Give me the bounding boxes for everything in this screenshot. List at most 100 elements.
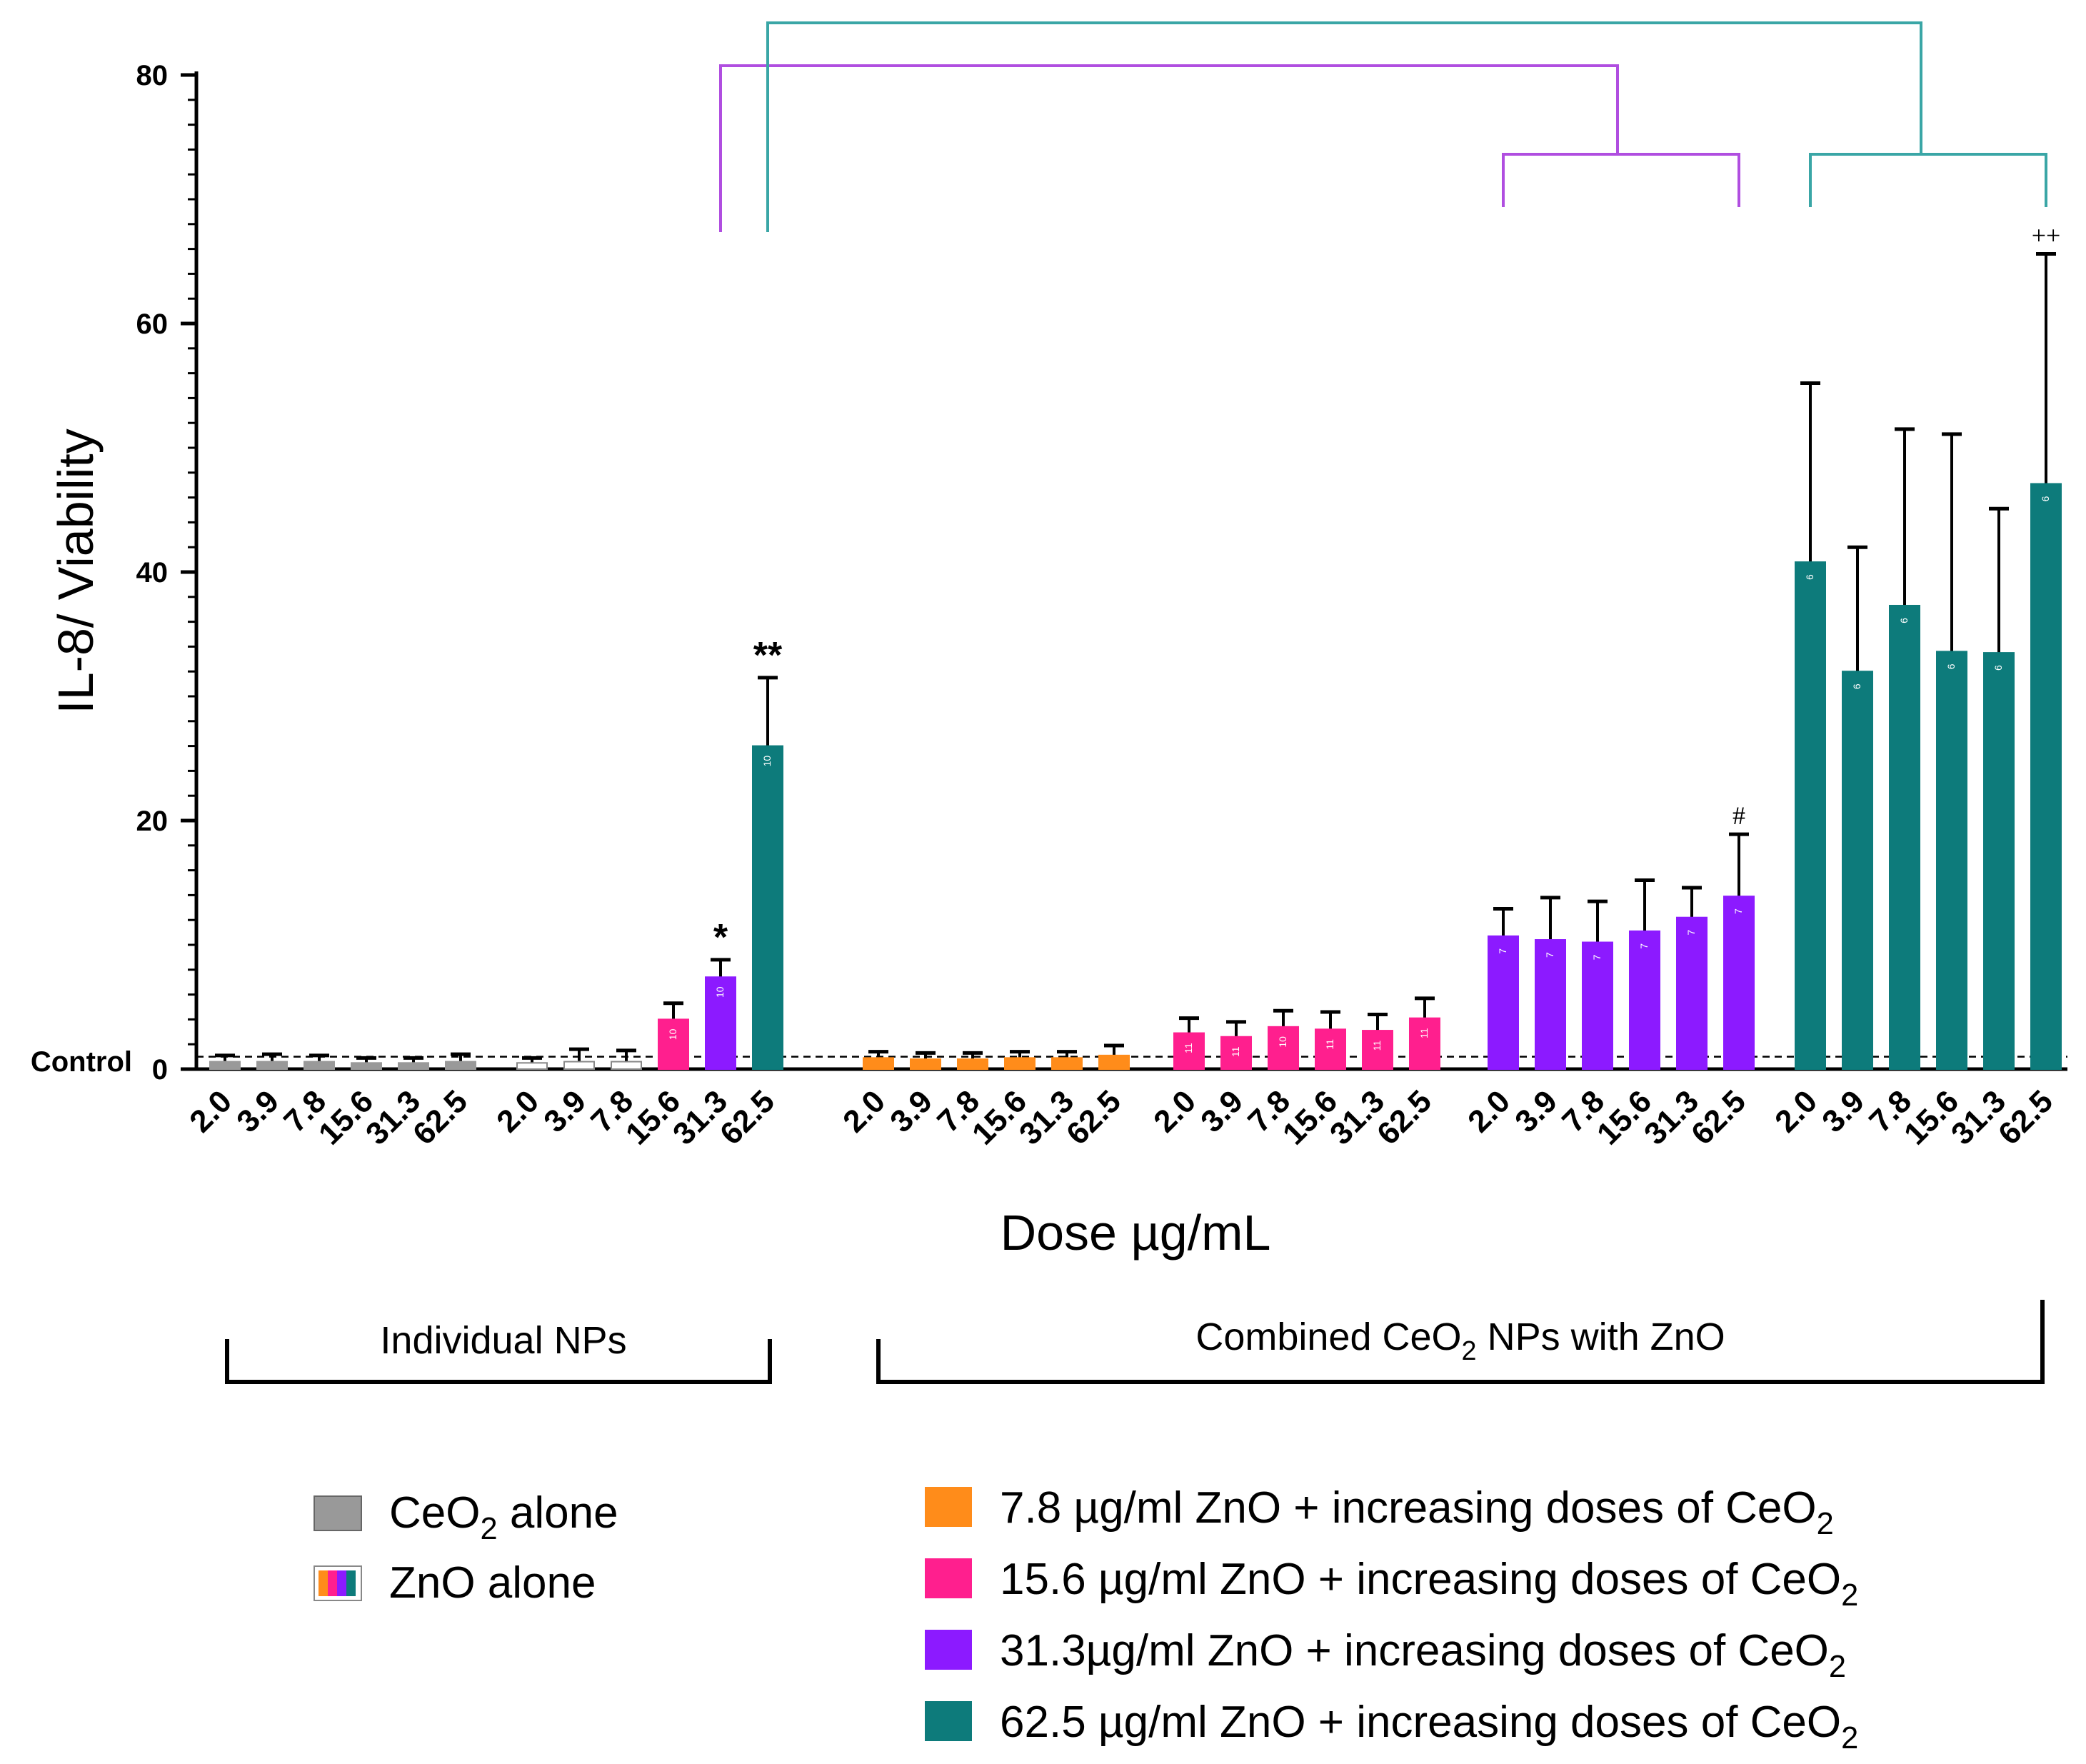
- x-tick-label: 2.0: [1461, 1083, 1517, 1139]
- x-tick-label: 3.9: [883, 1083, 939, 1139]
- significance-mark: ++: [2032, 221, 2061, 250]
- bar: [1488, 935, 1519, 1070]
- bar: [1409, 1017, 1440, 1071]
- significance-mark: #: [1733, 801, 1745, 830]
- bar: [611, 1061, 642, 1071]
- bar: [516, 1062, 548, 1071]
- y-tick-label: 20: [136, 806, 169, 837]
- bracket-label-combined: Combined CeO2 NPs with ZnO: [1195, 1316, 1725, 1366]
- bracket-individual-nps: [225, 1339, 772, 1384]
- bar: [1582, 941, 1613, 1071]
- legend-swatch-stripe: [328, 1570, 337, 1596]
- x-tick-label: 62.5: [1370, 1083, 1438, 1151]
- bar: [2030, 483, 2062, 1070]
- legend-swatch: [925, 1487, 972, 1527]
- x-tick-label: 62.5: [1992, 1083, 2060, 1151]
- bar: [1268, 1026, 1299, 1070]
- bar-n-label: 10: [1277, 1036, 1288, 1048]
- x-tick-label: 62.5: [713, 1083, 781, 1151]
- x-tick-label: 2.0: [183, 1083, 239, 1139]
- legend-label: 7.8 µg/ml ZnO + increasing doses of CeO2: [1000, 1483, 1834, 1541]
- bar-n-label: 11: [1418, 1028, 1430, 1038]
- bracket-combined-nps: [876, 1300, 2045, 1384]
- bar: [957, 1058, 988, 1070]
- y-tick-label: 0: [152, 1054, 168, 1086]
- bar-n-label: 7: [1497, 948, 1508, 954]
- legend-label: ZnO alone: [389, 1558, 596, 1608]
- legend-swatch: [925, 1630, 972, 1670]
- bar: [1220, 1036, 1252, 1071]
- y-tick-label: 80: [136, 60, 169, 91]
- legend-swatch: [925, 1701, 972, 1741]
- legend-swatch-ceo2: [314, 1495, 362, 1531]
- bar: [351, 1062, 382, 1071]
- x-tick-label: 3.9: [1194, 1083, 1250, 1139]
- bar: [1315, 1028, 1346, 1070]
- bar: [1004, 1057, 1036, 1070]
- y-tick-label: 60: [136, 309, 169, 340]
- x-tick-label: 62.5: [406, 1083, 474, 1151]
- bar-n-label: 6: [1898, 618, 1910, 623]
- x-tick-label: 3.9: [230, 1083, 286, 1139]
- control-label: Control: [31, 1046, 132, 1078]
- legend-swatch: [925, 1558, 972, 1598]
- bar: [1889, 604, 1920, 1070]
- legend-label: 15.6 µg/ml ZnO + increasing doses of CeO…: [1000, 1555, 1858, 1613]
- x-tick-label: 3.9: [1815, 1083, 1871, 1139]
- bar: [398, 1062, 429, 1071]
- legend-label: 31.3µg/ml ZnO + increasing doses of CeO2: [1000, 1626, 1846, 1684]
- bars: 10 10 10 11 11 10 11 11 11 7 7 7 7 7 7 6 6 6 6 6 6: [209, 252, 2062, 1071]
- x-tick-label: 2.0: [1768, 1083, 1824, 1139]
- bar-n-label: 7: [1544, 952, 1555, 958]
- bar: [1535, 939, 1566, 1071]
- bar: [1723, 896, 1755, 1071]
- bar: [1676, 916, 1708, 1070]
- bar: [445, 1061, 476, 1071]
- bar: [658, 1018, 689, 1071]
- bar: [1098, 1054, 1130, 1070]
- bar: [1173, 1032, 1205, 1071]
- x-tick-label: 3.9: [1508, 1083, 1564, 1139]
- bar-n-label: 6: [1804, 574, 1815, 580]
- bar: [1629, 930, 1660, 1070]
- bar-n-label: 11: [1230, 1046, 1241, 1057]
- significance-mark: **: [753, 635, 783, 676]
- bar: [1983, 652, 2015, 1070]
- bar: [705, 976, 736, 1070]
- comparison-bracket-teal-top: [766, 21, 1922, 232]
- x-tick-label: 2.0: [836, 1083, 892, 1139]
- bar: [1362, 1030, 1393, 1071]
- x-tick-label: 2.0: [490, 1083, 546, 1139]
- bar: [209, 1061, 241, 1071]
- x-tick-label: 62.5: [1685, 1083, 1752, 1151]
- bar-n-label: 11: [1183, 1043, 1194, 1053]
- bar-n-label: 10: [667, 1028, 678, 1040]
- bar: [752, 745, 783, 1070]
- x-tick-label: 62.5: [1060, 1083, 1128, 1151]
- legend-label: 62.5 µg/ml ZnO + increasing doses of CeO…: [1000, 1698, 1858, 1755]
- bar: [910, 1058, 941, 1070]
- comparison-brackets: [719, 21, 2047, 232]
- y-tick-label: 40: [136, 557, 169, 588]
- bar-n-label: 7: [1591, 954, 1603, 960]
- y-axis-title: IL-8/ Viability: [48, 429, 104, 713]
- significance-mark: *: [713, 917, 728, 958]
- bar: [863, 1057, 894, 1070]
- bar: [1051, 1057, 1083, 1070]
- bar-n-label: 7: [1733, 908, 1744, 914]
- bar-n-label: 6: [1851, 683, 1862, 689]
- x-tick-labels: 2.03.97.815.631.362.5 2.03.97.815.631.362…: [183, 1083, 2060, 1151]
- bar: [1936, 651, 1967, 1070]
- x-axis-title: Dose µg/mL: [1001, 1205, 1271, 1261]
- legend-swatch-stripe: [337, 1570, 346, 1596]
- bracket-label-individual: Individual NPs: [380, 1319, 626, 1362]
- bar-n-label: 10: [761, 756, 773, 767]
- bar: [256, 1061, 288, 1071]
- bar-n-label: 6: [1945, 663, 1957, 669]
- comparison-bracket-teal-group: [1809, 153, 2047, 207]
- axes: 0 20 40 60 80: [136, 60, 2067, 1086]
- bar: [563, 1061, 595, 1071]
- bar-n-label: 11: [1324, 1039, 1335, 1050]
- bar: [1842, 671, 1873, 1070]
